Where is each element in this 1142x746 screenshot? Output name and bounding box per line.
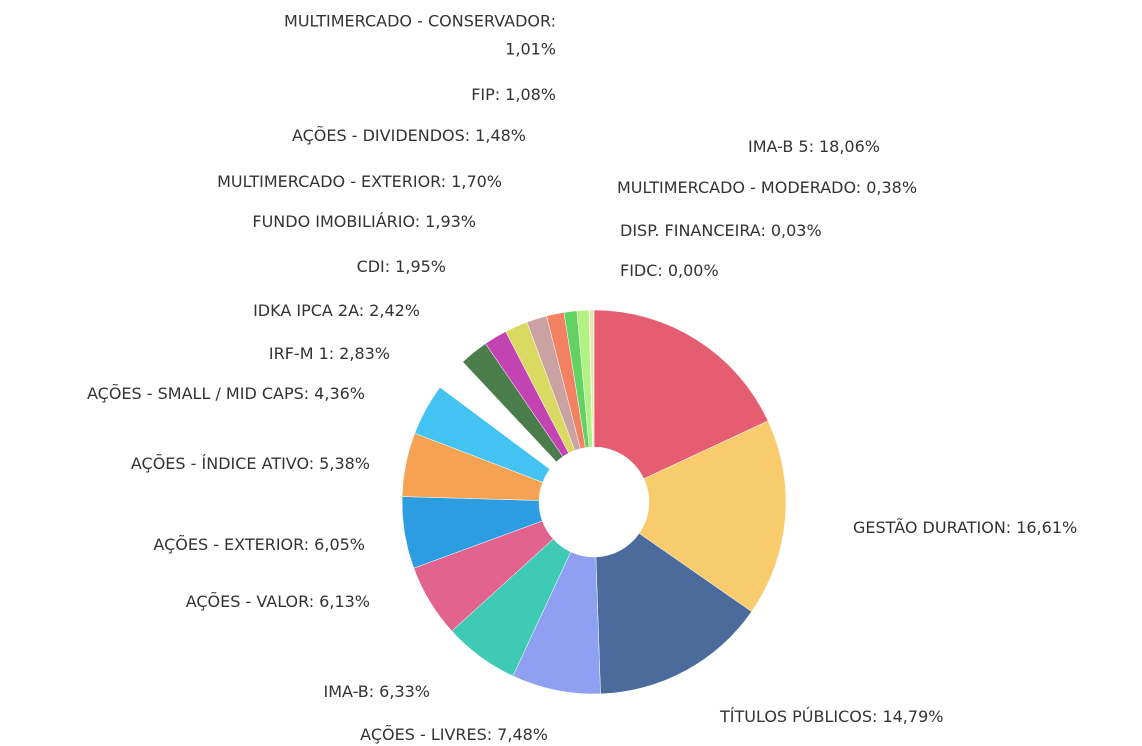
slice-label-group: AÇÕES - ÍNDICE ATIVO: 5,38% xyxy=(131,454,370,473)
slice-label-group: IDKA IPCA 2A: 2,42% xyxy=(253,301,420,320)
value-label: 1,70% xyxy=(451,172,502,191)
value-label: 1,48% xyxy=(475,126,526,145)
slice-label: MULTIMERCADO - MODERADO: xyxy=(617,178,861,197)
slice-label-group: IRF-M 1: 2,83% xyxy=(269,344,390,363)
slice-label: FUNDO IMOBILIÁRIO: xyxy=(252,212,420,231)
slice-label: GESTÃO DURATION: xyxy=(853,518,1011,537)
slice xyxy=(589,309,595,448)
slice-label-group: FIDC: 0,00% xyxy=(620,261,719,280)
slice-label-group: TÍTULOS PÚBLICOS: 14,79% xyxy=(719,707,943,726)
slice-label: MULTIMERCADO - EXTERIOR: xyxy=(217,172,446,191)
value-label: 6,05% xyxy=(314,535,365,554)
slice-label: FIP: xyxy=(471,85,500,104)
value-label: 7,48% xyxy=(497,725,548,744)
slice-label-group: AÇÕES - VALOR: 6,13% xyxy=(186,592,370,611)
slice-label: AÇÕES - EXTERIOR: xyxy=(153,535,309,554)
value-label: 6,33% xyxy=(379,682,430,701)
value-label: 0,03% xyxy=(771,221,822,240)
slice-label-group: FUNDO IMOBILIÁRIO: 1,93% xyxy=(252,212,476,231)
slice-label-group: AÇÕES - SMALL / MID CAPS: 4,36% xyxy=(87,384,365,403)
slice-label: AÇÕES - ÍNDICE ATIVO: xyxy=(131,454,314,473)
slice-label: DISP. FINANCEIRA: xyxy=(620,221,766,240)
value-label: 1,01% xyxy=(505,40,556,59)
value-label: 2,83% xyxy=(339,344,390,363)
slice-label-group: MULTIMERCADO - MODERADO: 0,38% xyxy=(617,178,917,197)
slice-label: FIDC: xyxy=(620,261,663,280)
value-label: 1,08% xyxy=(505,85,556,104)
value-label: 1,95% xyxy=(395,257,446,276)
slice xyxy=(638,420,787,612)
slice-label-group: IMA-B: 6,33% xyxy=(323,682,430,701)
slice-label-group: IMA-B 5: 18,06% xyxy=(748,137,880,156)
slice-label-group: GESTÃO DURATION: 16,61% xyxy=(853,518,1077,537)
slice-label-group: FIP: 1,08% xyxy=(471,85,556,104)
value-label: 2,42% xyxy=(369,301,420,320)
slice-label-group: AÇÕES - LIVRES: 7,48% xyxy=(360,725,548,744)
slice-label: AÇÕES - LIVRES: xyxy=(360,725,492,744)
slice-label-group: CDI: 1,95% xyxy=(357,257,446,276)
slice-label: CDI: xyxy=(357,257,391,276)
value-label: 1,93% xyxy=(425,212,476,231)
value-label: 16,61% xyxy=(1016,518,1077,537)
slice-label-group: AÇÕES - EXTERIOR: 6,05% xyxy=(153,535,365,554)
value-label: 14,79% xyxy=(882,707,943,726)
slice-label: IMA-B 5: xyxy=(748,137,814,156)
value-label: 0,38% xyxy=(866,178,917,197)
slice-label: IRF-M 1: xyxy=(269,344,334,363)
slice xyxy=(593,309,769,480)
slice xyxy=(595,533,752,695)
value-label: 18,06% xyxy=(819,137,880,156)
slice-label-group: AÇÕES - DIVIDENDOS: 1,48% xyxy=(292,126,526,145)
slice-label: IDKA IPCA 2A: xyxy=(253,301,364,320)
value-label: 4,36% xyxy=(314,384,365,403)
slice-label: IMA-B: xyxy=(323,682,374,701)
slice-label: AÇÕES - DIVIDENDOS: xyxy=(292,126,470,145)
slice-label: AÇÕES - VALOR: xyxy=(186,592,314,611)
value-label: 0,00% xyxy=(668,261,719,280)
value-label: 5,38% xyxy=(319,454,370,473)
slice-label-group: MULTIMERCADO - EXTERIOR: 1,70% xyxy=(217,172,502,191)
slice-label: TÍTULOS PÚBLICOS: xyxy=(719,707,877,726)
slice-label: MULTIMERCADO - CONSERVADOR: xyxy=(284,12,556,31)
value-label: 6,13% xyxy=(319,592,370,611)
slice-label: AÇÕES - SMALL / MID CAPS: xyxy=(87,384,309,403)
slice-label-group: DISP. FINANCEIRA: 0,03% xyxy=(620,221,822,240)
